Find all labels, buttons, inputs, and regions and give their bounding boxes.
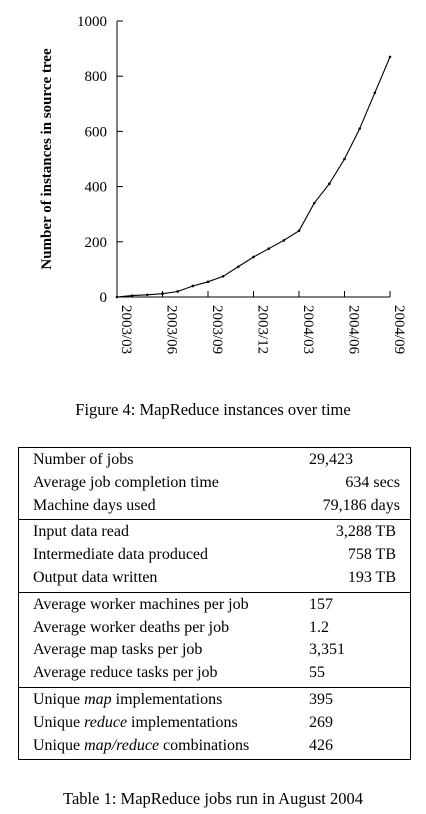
value-text: 758 TB bbox=[347, 546, 396, 564]
row-value: 55 bbox=[309, 664, 325, 682]
table-row: Machine days used 79,186 days bbox=[19, 495, 410, 518]
row-value: 3,288 TB bbox=[225, 521, 396, 544]
y-ticks: 0 200 400 600 800 1000 bbox=[77, 14, 123, 306]
label-text: Unique bbox=[33, 736, 85, 754]
row-value: 269 bbox=[309, 713, 333, 731]
data-point bbox=[252, 255, 255, 259]
label-text: implementations bbox=[111, 690, 223, 708]
x-tick-label: 2003/03 bbox=[118, 305, 134, 354]
row-value: 395 bbox=[309, 690, 333, 708]
chart-axes bbox=[116, 21, 390, 298]
label-emphasis: map/reduce bbox=[84, 736, 160, 754]
x-tick-label: 2004/09 bbox=[391, 305, 407, 354]
data-point bbox=[282, 239, 286, 242]
row-label: Machine days used bbox=[33, 496, 156, 514]
row-label: Average worker machines per job bbox=[33, 595, 249, 613]
row-label: Input data read bbox=[33, 523, 129, 541]
data-point bbox=[176, 290, 179, 293]
table-row: Input data read 3,288 TB bbox=[19, 521, 410, 544]
row-label: Output data written bbox=[33, 568, 158, 586]
label-emphasis: reduce bbox=[84, 713, 128, 731]
label-text: Unique bbox=[33, 713, 85, 731]
y-tick-label: 400 bbox=[85, 180, 108, 196]
table-row: Unique reduce implementations 269 bbox=[19, 712, 410, 735]
table-row: Intermediate data produced 758 TB bbox=[19, 544, 410, 567]
x-tick-label: 2004/06 bbox=[346, 305, 362, 355]
row-label: Average map tasks per job bbox=[33, 641, 203, 659]
row-value: 79,186 days bbox=[322, 496, 400, 514]
row-value: 758 TB bbox=[225, 544, 396, 567]
table-row: Unique map implementations 395 bbox=[19, 689, 410, 712]
table-group: Average worker machines per job 157 Averag… bbox=[19, 591, 410, 687]
row-value: 3,351 bbox=[309, 641, 345, 659]
label-text: Unique bbox=[33, 690, 85, 708]
data-point bbox=[206, 280, 210, 284]
y-tick-label: 1000 bbox=[77, 14, 107, 30]
row-value: 157 bbox=[309, 595, 333, 613]
data-point bbox=[146, 293, 149, 297]
x-ticks: 2003/03 2003/06 2003/09 2003/12 2004/03 2004/… bbox=[116, 291, 407, 355]
row-label: Average reduce tasks per job bbox=[33, 664, 218, 682]
data-point bbox=[297, 229, 301, 233]
data-point bbox=[115, 295, 119, 299]
table-group: Input data read 3,288 TB Intermediate data… bbox=[19, 519, 410, 591]
row-label: Average job completion time bbox=[33, 473, 219, 491]
row-value: 193 TB bbox=[225, 567, 396, 590]
data-point bbox=[161, 292, 164, 295]
label-text: combinations bbox=[159, 736, 250, 754]
x-tick-label: 2003/09 bbox=[209, 305, 225, 354]
x-tick-label: 2003/06 bbox=[164, 305, 180, 355]
table-row: Unique map/reduce combinations 426 bbox=[19, 735, 410, 758]
table-row: Average map tasks per job 3,351 bbox=[19, 639, 410, 662]
table-group: Number of jobs 29,423 Average job completi… bbox=[19, 448, 410, 519]
table-row: Number of jobs 29,423 bbox=[19, 449, 410, 472]
row-label: Average worker deaths per job bbox=[33, 618, 230, 636]
stats-table: Number of jobs 29,423 Average job completi… bbox=[18, 447, 411, 761]
table-row: Output data written 193 TB bbox=[19, 567, 410, 590]
x-tick-label: 2004/03 bbox=[300, 305, 316, 354]
row-label: Unique reduce implementations bbox=[33, 712, 238, 735]
row-label: Unique map/reduce combinations bbox=[33, 735, 249, 758]
label-emphasis: map bbox=[84, 690, 112, 708]
data-point bbox=[221, 275, 225, 278]
row-label: Intermediate data produced bbox=[33, 546, 209, 564]
data-point bbox=[130, 294, 134, 297]
data-point bbox=[267, 247, 270, 250]
data-point bbox=[358, 127, 361, 130]
table-row: Average reduce tasks per job 55 bbox=[19, 662, 410, 685]
data-point bbox=[328, 182, 331, 186]
row-value: 1.2 bbox=[309, 618, 329, 636]
label-text: implementations bbox=[127, 713, 238, 731]
y-tick-label: 0 bbox=[100, 290, 108, 306]
y-tick-label: 200 bbox=[85, 235, 108, 251]
row-label: Number of jobs bbox=[33, 451, 134, 468]
figure-caption: Figure 4: MapReduce instances over time bbox=[75, 400, 351, 419]
line-chart: Number of instances in source tree 02004… bbox=[39, 14, 407, 355]
data-point bbox=[343, 157, 346, 161]
data-point bbox=[388, 55, 392, 59]
data-point bbox=[191, 284, 195, 288]
value-text: 193 TB bbox=[347, 568, 396, 586]
row-value: 426 bbox=[309, 736, 333, 754]
table-row: Average worker deaths per job 1.2 bbox=[19, 617, 410, 640]
series-line bbox=[116, 56, 391, 298]
x-tick-label: 2003/12 bbox=[255, 305, 271, 354]
value-text: 3,288 TB bbox=[335, 523, 396, 541]
y-axis-label: Number of instances in source tree bbox=[39, 48, 55, 270]
data-point bbox=[237, 265, 240, 268]
row-value: 634 secs bbox=[345, 473, 400, 491]
data-series bbox=[115, 55, 392, 299]
table-group: Unique map implementations 395 Unique redu… bbox=[19, 686, 410, 759]
row-label: Unique map implementations bbox=[33, 689, 222, 712]
table-row: Average job completion time 634 secs bbox=[19, 472, 410, 495]
y-tick-label: 600 bbox=[85, 124, 108, 140]
table-row: Average worker machines per job 157 bbox=[19, 594, 410, 617]
data-point bbox=[312, 201, 316, 205]
y-axis-title: Number of instances in source tree bbox=[39, 48, 55, 270]
data-point bbox=[373, 91, 377, 95]
row-value: 29,423 bbox=[309, 451, 353, 468]
y-tick-label: 800 bbox=[85, 69, 108, 85]
table-caption: Table 1: MapReduce jobs run in August 20… bbox=[63, 789, 363, 808]
